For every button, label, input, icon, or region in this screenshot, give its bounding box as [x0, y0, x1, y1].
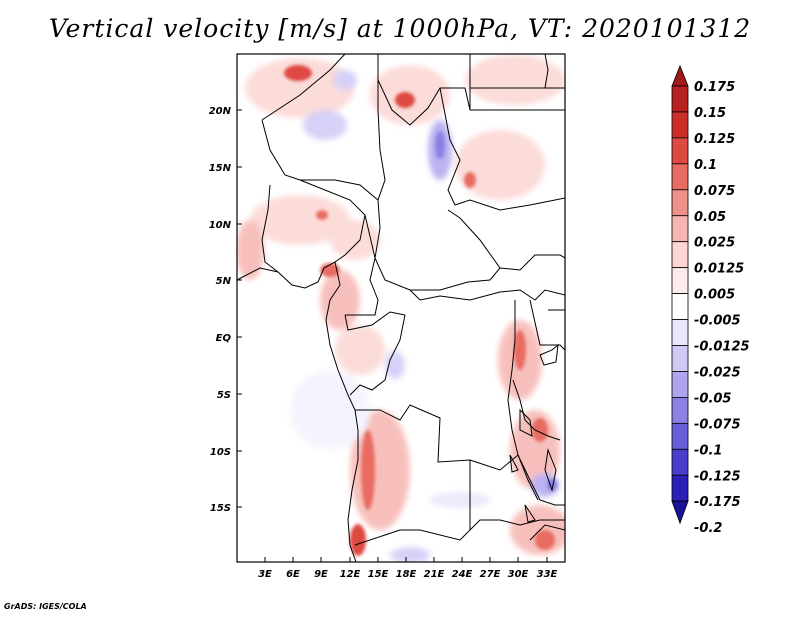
axis-ticks — [237, 109, 548, 562]
colorbar-bin — [671, 241, 689, 269]
lat-label: 20N — [209, 106, 232, 117]
lat-label: 5N — [216, 276, 232, 287]
colorbar-label: 0.075 — [694, 184, 735, 199]
colorbar-label: 0.0125 — [694, 262, 744, 277]
colorbar-bin — [671, 396, 689, 424]
lon-label: 15E — [368, 569, 389, 580]
colorbar-labels: 0.175 0.15 0.125 0.1 0.075 0.05 0.025 0.0125 0.0… — [694, 80, 750, 536]
lon-label: 12E — [340, 569, 361, 580]
colorbar-label: -0.05 — [694, 391, 731, 406]
colorbar-bin — [671, 267, 689, 294]
colorbar-top-arrow — [671, 64, 689, 87]
colorbar-label: 0.125 — [694, 132, 735, 147]
colorbar-label: -0.1 — [694, 443, 722, 458]
colorbar-label: -0.005 — [694, 314, 741, 329]
latitude-labels: 20N 15N 10N 5N EQ 5S 10S 15S — [209, 106, 232, 514]
lon-label: 6E — [286, 569, 300, 580]
longitude-labels: 3E 6E 9E 12E 15E 18E 21E 24E 27E 30E 33E — [258, 569, 557, 580]
colorbar-bin — [671, 293, 689, 320]
map-title: Vertical velocity [m/s] at 1000hPa, VT: … — [48, 14, 752, 43]
lat-label: 5S — [217, 390, 231, 401]
colorbar-label: 0.05 — [694, 210, 726, 225]
colorbar-bin — [671, 111, 689, 139]
colorbar-label: 0.025 — [694, 236, 735, 251]
lat-label: EQ — [216, 333, 232, 344]
colorbar-label: 0.1 — [694, 158, 717, 173]
lon-label: 30E — [508, 569, 529, 580]
map-frame — [236, 53, 566, 563]
colorbar-bin — [671, 137, 689, 165]
colorbar-label: 0.175 — [694, 80, 735, 95]
colorbar-bottom-arrow — [671, 500, 689, 525]
lon-label: 9E — [314, 569, 328, 580]
lat-label: 15S — [210, 503, 231, 514]
colorbar-label: 0.15 — [694, 106, 726, 121]
colorbar-bin — [671, 163, 689, 191]
colorbar-bin — [671, 345, 689, 372]
colorbar-bin — [671, 215, 689, 243]
colorbar-bin — [671, 319, 689, 346]
grads-credit: GrADS: IGES/COLA — [4, 602, 87, 611]
velocity-field — [237, 54, 565, 562]
colorbar-label: -0.175 — [694, 495, 741, 510]
colorbar-label: 0.005 — [694, 288, 735, 303]
country-borders — [237, 54, 565, 562]
colorbar-label: -0.2 — [694, 521, 722, 536]
lakes — [509, 343, 559, 523]
lon-label: 18E — [396, 569, 417, 580]
colorbar-bin — [671, 474, 689, 502]
colorbar-bin — [671, 189, 689, 217]
colorbar-label: -0.075 — [694, 417, 741, 432]
lon-label: 21E — [424, 569, 445, 580]
lat-label: 10S — [210, 447, 231, 458]
lon-label: 3E — [258, 569, 272, 580]
colorbar-bin — [671, 422, 689, 450]
colorbar-bin — [671, 85, 689, 113]
colorbar — [671, 64, 689, 525]
colorbar-label: -0.125 — [694, 469, 741, 484]
colorbar-label: -0.0125 — [694, 340, 750, 355]
lat-label: 10N — [209, 220, 232, 231]
colorbar-label: -0.025 — [694, 365, 741, 380]
lat-label: 15N — [209, 163, 232, 174]
lon-label: 24E — [452, 569, 473, 580]
colorbar-bin — [671, 448, 689, 476]
lon-label: 27E — [480, 569, 501, 580]
lon-label: 33E — [537, 569, 558, 580]
colorbar-bin — [671, 371, 689, 398]
